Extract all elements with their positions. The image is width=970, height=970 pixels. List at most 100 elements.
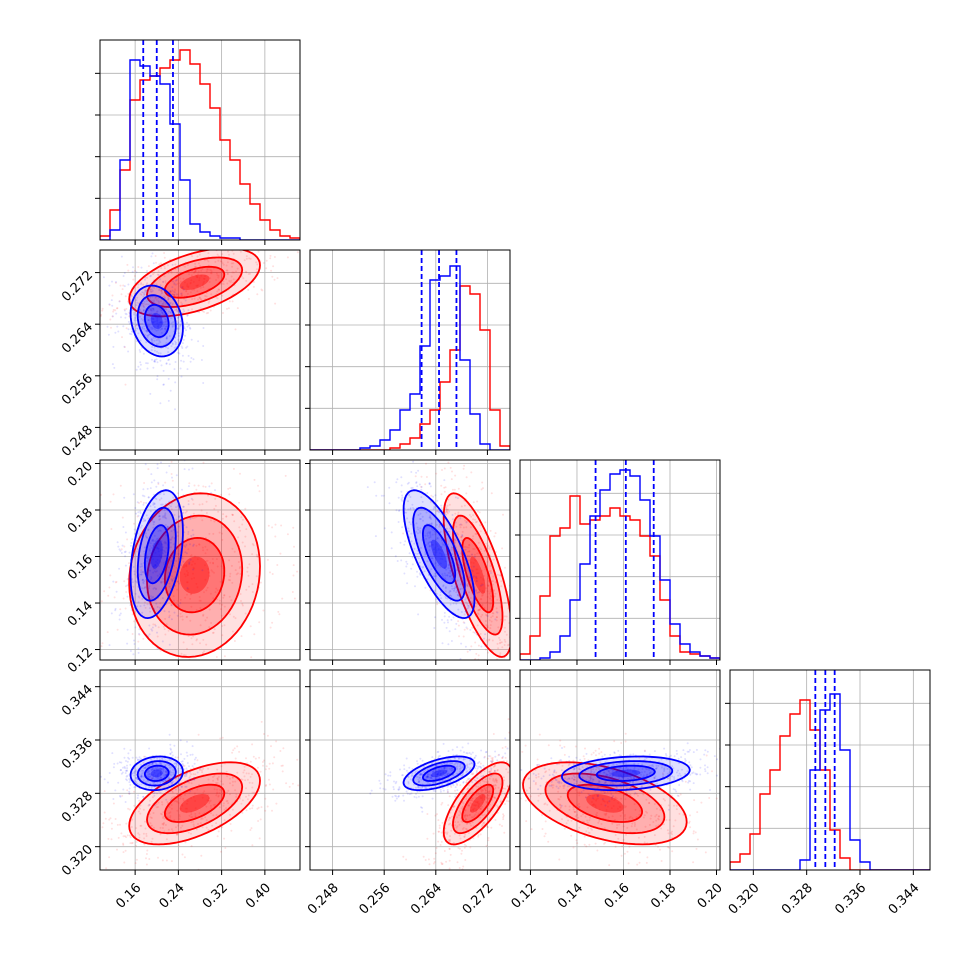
sample-point bbox=[555, 771, 558, 774]
sample-point bbox=[171, 324, 174, 327]
sample-point bbox=[450, 546, 453, 549]
sample-point bbox=[142, 808, 145, 811]
contour-line bbox=[136, 294, 177, 348]
sample-point bbox=[186, 285, 188, 287]
sample-point bbox=[154, 551, 157, 554]
sample-point bbox=[432, 862, 435, 865]
sample-point bbox=[449, 572, 452, 574]
sample-point bbox=[201, 268, 204, 270]
sample-point bbox=[468, 804, 471, 807]
sample-point bbox=[123, 705, 125, 707]
sample-point bbox=[128, 834, 131, 837]
sample-point bbox=[225, 278, 228, 281]
sample-point bbox=[591, 828, 593, 831]
sample-point bbox=[595, 768, 598, 771]
sample-point bbox=[505, 667, 507, 669]
sample-point bbox=[192, 517, 194, 519]
sample-point bbox=[150, 338, 153, 340]
sample-point bbox=[123, 309, 126, 312]
sample-point bbox=[142, 520, 145, 523]
sample-point bbox=[143, 843, 146, 846]
sample-point bbox=[118, 567, 121, 570]
sample-point bbox=[161, 322, 164, 325]
sample-point bbox=[467, 778, 470, 781]
sample-point bbox=[496, 769, 499, 771]
sample-point bbox=[375, 494, 378, 497]
sample-point bbox=[148, 747, 151, 750]
sample-point bbox=[576, 842, 579, 845]
sample-point bbox=[440, 555, 443, 557]
sample-point bbox=[192, 795, 195, 798]
sample-point bbox=[215, 279, 218, 281]
sample-point bbox=[521, 750, 524, 753]
sample-point bbox=[425, 537, 428, 540]
sample-point bbox=[174, 289, 177, 292]
sample-point bbox=[138, 534, 141, 537]
sample-point bbox=[207, 828, 210, 831]
sample-point bbox=[479, 762, 482, 765]
sample-point bbox=[155, 455, 157, 457]
sample-point bbox=[170, 860, 173, 863]
sample-point bbox=[471, 569, 474, 572]
sample-point bbox=[449, 835, 451, 838]
sample-point bbox=[166, 661, 168, 663]
sample-point bbox=[444, 587, 447, 590]
sample-point bbox=[205, 295, 208, 298]
sample-point bbox=[603, 813, 606, 815]
sample-point bbox=[164, 542, 167, 545]
sample-point bbox=[259, 770, 262, 773]
sample-point bbox=[490, 826, 493, 829]
sample-point bbox=[168, 616, 171, 619]
sample-point bbox=[159, 359, 162, 362]
sample-point bbox=[128, 808, 131, 811]
sample-point bbox=[489, 590, 492, 593]
sample-point bbox=[175, 762, 178, 765]
sample-point bbox=[147, 567, 150, 570]
sample-point bbox=[525, 789, 528, 792]
sample-point bbox=[444, 560, 447, 563]
sample-point bbox=[149, 299, 152, 302]
sample-point bbox=[616, 787, 619, 790]
sample-point bbox=[176, 328, 179, 330]
sample-point bbox=[177, 769, 180, 772]
sample-point bbox=[438, 525, 441, 528]
sample-point bbox=[491, 615, 494, 618]
sample-point bbox=[422, 519, 424, 522]
sample-point bbox=[227, 250, 229, 253]
sample-point bbox=[247, 794, 250, 797]
sample-point bbox=[439, 594, 442, 597]
sample-point bbox=[205, 589, 208, 592]
sample-point bbox=[449, 594, 452, 597]
sample-point bbox=[436, 537, 439, 540]
sample-point bbox=[208, 800, 211, 803]
sample-point bbox=[497, 647, 500, 650]
sample-point bbox=[614, 845, 617, 848]
sample-point bbox=[442, 877, 444, 879]
sample-point bbox=[502, 816, 505, 819]
sample-point bbox=[195, 609, 198, 611]
density-fill bbox=[164, 537, 225, 613]
sample-point bbox=[388, 486, 391, 489]
sample-point bbox=[169, 771, 172, 774]
sample-point bbox=[179, 320, 182, 323]
sample-point bbox=[465, 567, 468, 570]
sample-point bbox=[451, 587, 454, 590]
sample-point bbox=[140, 293, 143, 296]
sample-point bbox=[150, 328, 153, 330]
sample-point bbox=[491, 580, 494, 583]
sample-point bbox=[237, 536, 240, 539]
sample-point bbox=[227, 802, 230, 805]
sample-point bbox=[524, 799, 527, 802]
sample-point bbox=[668, 819, 671, 821]
sample-point bbox=[430, 523, 433, 526]
sample-point bbox=[163, 774, 166, 777]
sample-point bbox=[592, 804, 595, 806]
sample-point bbox=[136, 301, 139, 304]
sample-point bbox=[450, 748, 452, 750]
sample-point bbox=[195, 274, 197, 277]
sample-point bbox=[439, 566, 442, 568]
sample-point bbox=[276, 277, 279, 280]
sample-point bbox=[429, 531, 431, 534]
sample-point bbox=[183, 468, 186, 471]
sample-point bbox=[141, 319, 144, 322]
